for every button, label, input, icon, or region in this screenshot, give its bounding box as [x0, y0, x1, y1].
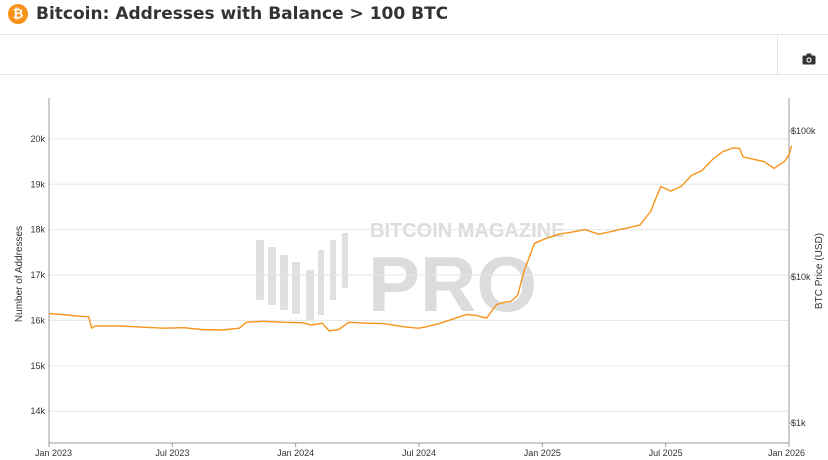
left-axis: 14k 15k 16k 17k 18k 19k 20k — [30, 98, 50, 443]
camera-icon — [802, 53, 816, 65]
toolbar-separator — [777, 35, 778, 74]
series-line-addresses — [48, 145, 793, 332]
toolbar-divider — [0, 74, 828, 75]
x-tick-label: Jul 2024 — [402, 448, 436, 458]
watermark-line1: BITCOIN MAGAZINE — [370, 220, 564, 242]
x-tick-label: Jan 2026 — [768, 448, 805, 458]
y2-axis-title: BTC Price (USD) — [814, 233, 825, 309]
right-axis: $1k $10k $100k — [788, 98, 816, 443]
y-tick-label: 16k — [30, 315, 45, 325]
page-title: Bitcoin: Addresses with Balance > 100 BT… — [36, 4, 449, 24]
y-tick-label: 18k — [30, 225, 45, 235]
y-tick-label: 20k — [30, 134, 45, 144]
x-tick-label: Jan 2025 — [524, 448, 561, 458]
gridlines — [49, 138, 789, 412]
x-tick-label: Jul 2023 — [155, 448, 189, 458]
bitcoin-logo-icon: ₿ — [8, 4, 28, 24]
x-tick-label: Jan 2023 — [35, 448, 72, 458]
header-divider — [0, 34, 828, 35]
chart-header: ₿ Bitcoin: Addresses with Balance > 100 … — [0, 0, 828, 34]
y-axis-title: Number of Addresses — [14, 226, 25, 322]
y-tick-label: 14k — [30, 406, 45, 416]
watermark-line2: PRO — [368, 240, 537, 328]
y-tick-label: 15k — [30, 361, 45, 371]
series-layer — [48, 145, 793, 332]
y2-tick-label: $10k — [791, 272, 811, 282]
y2-tick-label: $100k — [791, 126, 816, 136]
y-tick-label: 19k — [30, 179, 45, 189]
x-axis: Jan 2023 Jul 2023 Jan 2024 Jul 2024 Jan 2025… — [35, 442, 805, 458]
chart-area: BITCOIN MAGAZINE PRO 14k 15k 16k 17k 18k 19k 2… — [14, 98, 825, 458]
x-tick-label: Jul 2025 — [649, 448, 683, 458]
screenshot-button[interactable] — [796, 47, 822, 71]
watermark-logo: BITCOIN MAGAZINE PRO — [256, 220, 564, 328]
x-tick-label: Jan 2024 — [277, 448, 314, 458]
y-tick-label: 17k — [30, 270, 45, 280]
y2-tick-label: $1k — [791, 418, 806, 428]
